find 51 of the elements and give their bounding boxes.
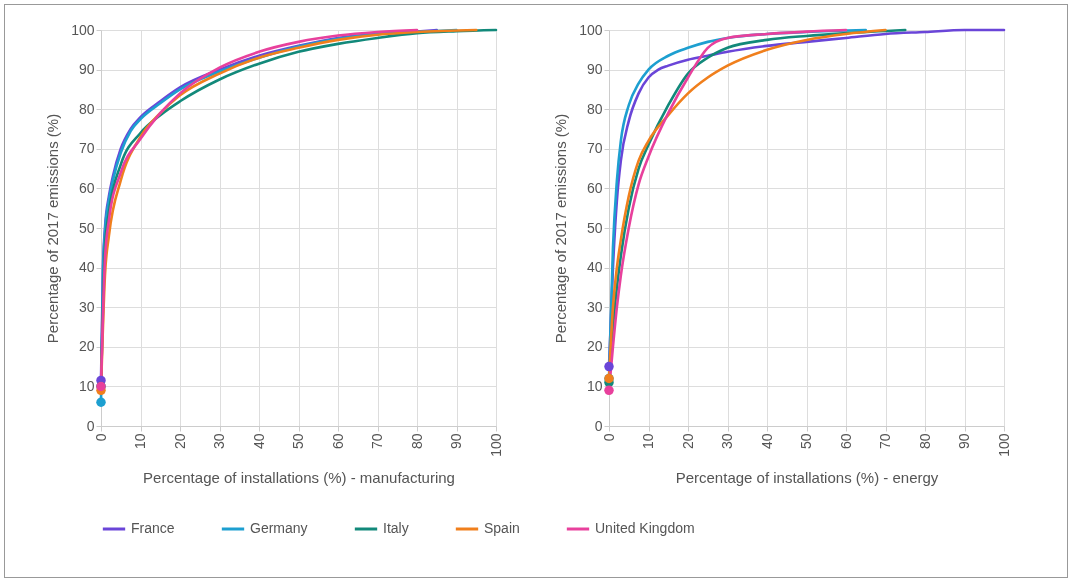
legend-label: Germany bbox=[250, 520, 308, 536]
y-tick-label: 70 bbox=[586, 140, 603, 157]
y-axis-title: Percentage of 2017 emissions (%) bbox=[552, 113, 570, 344]
y-tick-label: 10 bbox=[78, 377, 95, 394]
x-tick-label: 40 bbox=[758, 433, 775, 450]
x-tick-label: 60 bbox=[329, 433, 346, 450]
y-tick-label: 20 bbox=[586, 338, 603, 355]
x-tick-label: 60 bbox=[837, 433, 854, 450]
x-tick-label: 10 bbox=[132, 433, 148, 450]
x-tick-label: 70 bbox=[877, 433, 893, 450]
x-tick-label: 50 bbox=[290, 433, 306, 450]
x-tick-label: 0 bbox=[92, 433, 109, 442]
x-tick-label: 100 bbox=[487, 433, 504, 457]
x-tick-label: 20 bbox=[171, 433, 188, 450]
legend-label: France bbox=[131, 520, 175, 536]
x-axis-title: Percentage of installations (%) - manufacturing bbox=[143, 468, 455, 486]
y-tick-label: 90 bbox=[78, 61, 95, 78]
legend-label: Spain bbox=[484, 520, 520, 536]
y-tick-label: 80 bbox=[586, 100, 603, 117]
y-tick-label: 10 bbox=[586, 377, 603, 394]
y-tick-label: 100 bbox=[71, 21, 95, 38]
y-tick-label: 30 bbox=[78, 298, 95, 315]
x-tick-label: 10 bbox=[640, 433, 656, 450]
x-tick-label: 90 bbox=[956, 433, 972, 450]
x-tick-label: 30 bbox=[211, 433, 227, 450]
y-tick-label: 60 bbox=[586, 179, 603, 196]
y-tick-label: 40 bbox=[78, 259, 95, 276]
x-tick-label: 40 bbox=[250, 433, 267, 450]
x-tick-label: 20 bbox=[679, 433, 696, 450]
y-tick-label: 90 bbox=[586, 61, 603, 78]
y-tick-label: 60 bbox=[78, 179, 95, 196]
y-tick-label: 70 bbox=[78, 140, 95, 157]
x-tick-label: 0 bbox=[600, 433, 617, 442]
x-tick-label: 100 bbox=[995, 433, 1012, 457]
x-tick-label: 70 bbox=[369, 433, 385, 450]
x-tick-label: 30 bbox=[719, 433, 735, 450]
y-tick-label: 100 bbox=[579, 21, 603, 38]
y-tick-label: 50 bbox=[78, 219, 95, 236]
y-tick-label: 30 bbox=[586, 298, 603, 315]
legend-label: Italy bbox=[383, 520, 409, 536]
y-tick-label: 20 bbox=[78, 338, 95, 355]
y-tick-label: 40 bbox=[586, 259, 603, 276]
y-tick-label: 50 bbox=[586, 219, 603, 236]
y-tick-label: 80 bbox=[78, 100, 95, 117]
y-axis-title: Percentage of 2017 emissions (%) bbox=[44, 113, 62, 344]
x-axis-title: Percentage of installations (%) - energy bbox=[675, 468, 939, 486]
x-tick-label: 80 bbox=[408, 433, 425, 450]
legend-label: United Kingdom bbox=[595, 520, 695, 536]
x-tick-label: 90 bbox=[448, 433, 464, 450]
x-tick-label: 50 bbox=[798, 433, 814, 450]
x-tick-label: 80 bbox=[916, 433, 933, 450]
